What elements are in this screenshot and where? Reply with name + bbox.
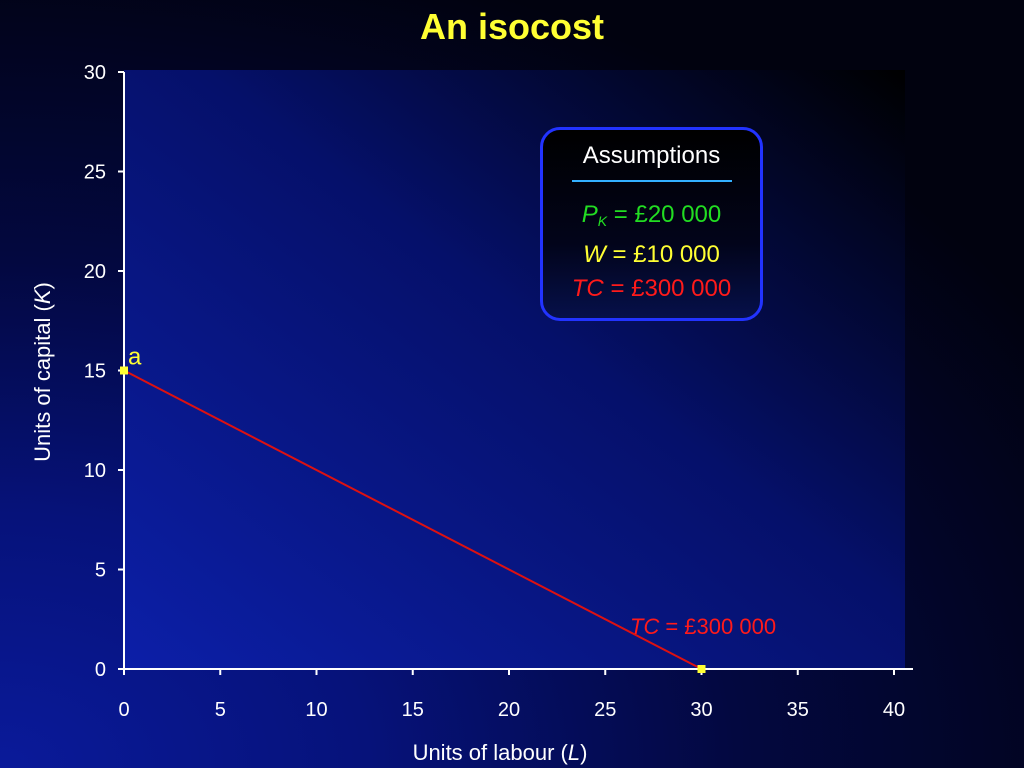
point-marker xyxy=(697,665,706,673)
x-tick-label: 40 xyxy=(883,699,905,721)
price-of-capital: PK = £20 000 xyxy=(581,201,722,229)
x-tick-label: 35 xyxy=(787,699,809,721)
y-tick-label: 30 xyxy=(84,62,106,84)
x-tick-label: 10 xyxy=(305,699,327,721)
points-layer: a xyxy=(120,344,706,673)
assumptions-divider xyxy=(571,180,732,182)
x-tick-label: 15 xyxy=(402,699,424,721)
point-label: a xyxy=(128,344,142,371)
total-cost: TC = £300 000 xyxy=(571,275,732,302)
slide-title: An isocost xyxy=(419,6,605,47)
y-tick-label: 15 xyxy=(84,361,106,383)
y-axis-label: Units of capital (K) xyxy=(30,282,55,462)
assumptions-box: Assumptions PK = £20 000 W = £10 000 TC … xyxy=(540,127,763,321)
y-tick-label: 5 xyxy=(95,560,106,582)
x-tick-label: 30 xyxy=(690,699,712,721)
isocost-line xyxy=(123,369,702,670)
y-tick-label: 0 xyxy=(95,659,106,681)
y-tick-label: 10 xyxy=(84,460,106,482)
point-marker xyxy=(120,366,128,375)
x-axis-label: Units of labour (L) xyxy=(413,740,588,765)
wage-rate: W = £10 000 xyxy=(583,241,720,268)
assumptions-heading: Assumptions xyxy=(582,142,721,169)
plot-area xyxy=(124,70,905,669)
isocost-line-label: TC = £300 000 xyxy=(630,614,776,639)
y-tick-label: 20 xyxy=(84,261,106,283)
x-tick-label: 20 xyxy=(498,699,520,721)
x-tick-label: 0 xyxy=(118,699,129,721)
series-layer xyxy=(123,369,702,670)
x-tick-label: 25 xyxy=(594,699,616,721)
x-tick-label: 5 xyxy=(215,699,226,721)
y-tick-label: 25 xyxy=(84,162,106,184)
